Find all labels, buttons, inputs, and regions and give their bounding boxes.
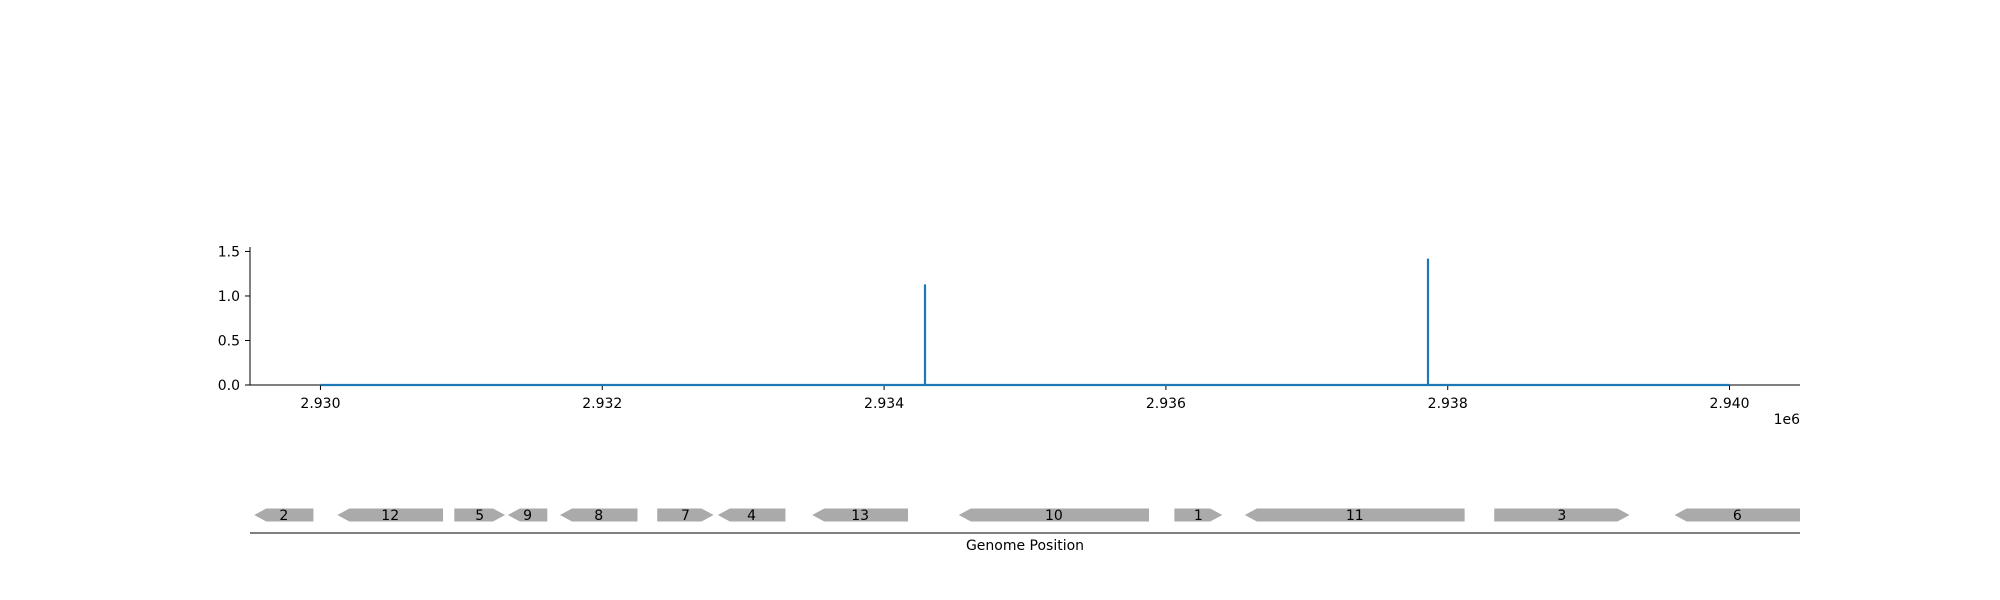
gene-arrow [812, 508, 909, 522]
y-axis-ticks: 0.0 0.5 1.0 1.5 [218, 244, 250, 394]
y-tick-label: 0.0 [218, 378, 240, 394]
gene-label: 4 [747, 508, 756, 524]
gene-label: 10 [1045, 508, 1063, 524]
y-tick-label: 1.5 [218, 244, 240, 260]
gene-arrow [657, 508, 714, 522]
gene-arrow [1174, 508, 1223, 522]
gene-label: 12 [381, 508, 399, 524]
gene-label: 6 [1733, 508, 1742, 524]
x-tick-label: 2.938 [1428, 396, 1468, 412]
gene-label: 8 [594, 508, 603, 524]
x-tick-label: 2.932 [582, 396, 622, 412]
x-tick-label: 2.930 [300, 396, 340, 412]
gene-arrow [507, 508, 548, 522]
signal-series-line [320, 258, 1730, 387]
gene-arrow [1244, 508, 1465, 522]
gene-label: 1 [1194, 508, 1203, 524]
gene-arrow [337, 508, 444, 522]
gene-label: 3 [1557, 508, 1566, 524]
gene-arrow [958, 508, 1149, 522]
gene-label: 2 [279, 508, 288, 524]
x-axis-offset-label: 1e6 [1774, 412, 1801, 428]
gene-label: 5 [475, 508, 484, 524]
gene-label: 7 [681, 508, 690, 524]
gene-track: 2 12 5 9 8 7 4 13 10 1 11 3 6 Genome Position [250, 508, 1800, 554]
x-tick-label: 2.940 [1709, 396, 1749, 412]
gene-arrow [254, 508, 314, 522]
y-tick-label: 0.5 [218, 333, 240, 349]
x-tick-label: 2.936 [1146, 396, 1186, 412]
gene-label: 13 [851, 508, 869, 524]
y-tick-label: 1.0 [218, 289, 240, 305]
gene-arrow [1674, 508, 1800, 522]
signal-plot: 0.00.51.01.5 2.930 2.932 2.934 2.936 2.938 2.… [218, 244, 1800, 428]
gene-track-xlabel: Genome Position [966, 538, 1084, 554]
gene-arrow [1494, 508, 1630, 522]
gene-arrow [560, 508, 638, 522]
gene-arrows: 2 12 5 9 8 7 4 13 10 1 11 3 6 [254, 508, 1800, 524]
gene-arrow [717, 508, 786, 522]
gene-label: 11 [1346, 508, 1364, 524]
gene-label: 9 [523, 508, 532, 524]
x-axis-ticks: 2.930 2.932 2.934 2.936 2.938 2.940 [300, 385, 1750, 412]
x-tick-label: 2.934 [864, 396, 904, 412]
gene-arrow [454, 508, 506, 522]
